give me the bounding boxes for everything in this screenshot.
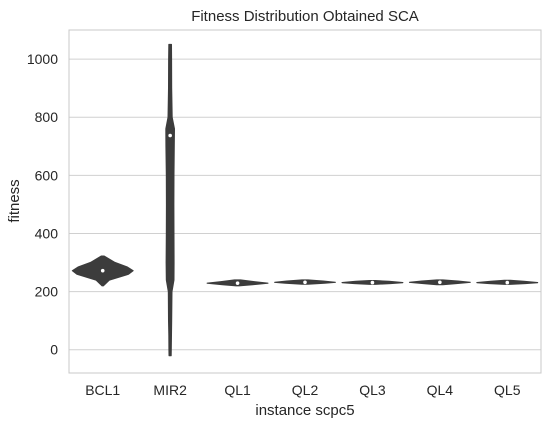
x-tick-label: QL1 <box>224 382 251 398</box>
y-tick-label: 400 <box>35 225 59 241</box>
median-dot-ql5 <box>505 280 510 285</box>
x-tick-label: QL4 <box>427 382 454 398</box>
y-axis-label: fitness <box>6 179 23 222</box>
x-tick-label: QL3 <box>359 382 386 398</box>
x-tick-label: QL2 <box>292 382 319 398</box>
median-dot-ql1 <box>235 281 240 285</box>
x-tick-labels: BCL1 MIR2 QL1 QL2 QL3 QL4 QL5 <box>85 382 521 398</box>
median-dot-ql2 <box>303 280 307 285</box>
plot-area <box>68 29 542 374</box>
median-dot-mir2 <box>168 133 172 138</box>
y-tick-label: 0 <box>50 342 58 358</box>
chart-title: Fitness Distribution Obtained SCA <box>191 8 419 25</box>
violins <box>71 43 539 357</box>
x-axis-label: instance scpc5 <box>255 402 354 419</box>
x-tick-label: BCL1 <box>85 382 120 398</box>
y-tick-labels: 0 200 400 600 800 1000 <box>27 51 58 358</box>
median-dot-ql4 <box>438 280 442 285</box>
median-dot-ql3 <box>370 280 375 285</box>
y-tick-label: 200 <box>35 284 59 300</box>
gridlines <box>69 58 541 351</box>
y-tick-label: 1000 <box>27 51 58 67</box>
x-tick-label: MIR2 <box>153 382 187 398</box>
y-tick-label: 800 <box>35 109 59 125</box>
y-tick-label: 600 <box>35 167 59 183</box>
iqr-box-mir2 <box>167 125 174 282</box>
x-tick-label: QL5 <box>494 382 521 398</box>
median-dot-bcl1 <box>100 268 105 273</box>
